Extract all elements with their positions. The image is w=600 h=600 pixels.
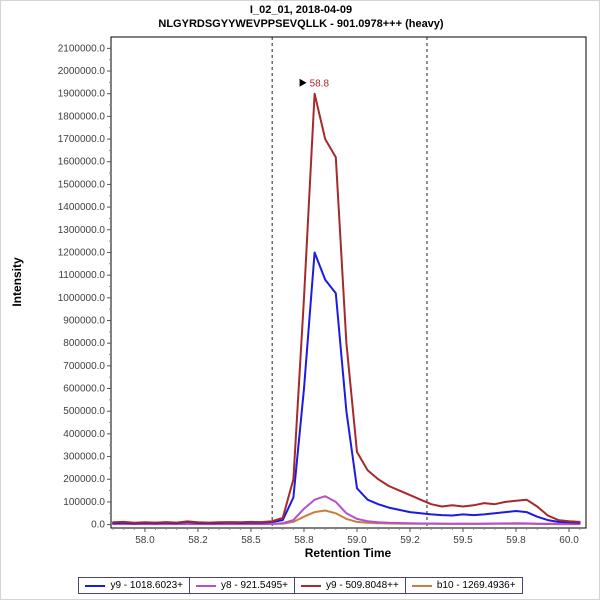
y-tick-label: 1500000.0 [58, 179, 106, 190]
x-tick-label: 60.0 [559, 535, 579, 546]
legend-item-3: b10 - 1269.4936+ [404, 577, 523, 594]
y-tick-label: 1100000.0 [58, 270, 105, 281]
x-tick-label: 58.2 [188, 535, 208, 546]
y-tick-label: 1700000.0 [58, 134, 106, 145]
y-tick-label: 1600000.0 [58, 157, 106, 168]
legend-swatch-icon [301, 584, 322, 587]
y-tick-label: 900000.0 [63, 315, 105, 326]
legend: y9 - 1018.6023+ y8 - 921.5495+ y9 - 509.80… [1, 577, 599, 594]
y-tick-label: 1200000.0 [58, 247, 106, 258]
title-block: I_02_01, 2018-04-09 NLGYRDSGYYWEVPPSEVQL… [1, 3, 599, 31]
x-tick-label: 59.2 [400, 535, 420, 546]
x-tick-label: 58.0 [135, 535, 155, 546]
y-tick-label: 500000.0 [63, 406, 105, 417]
legend-item-2: y9 - 509.8048++ [294, 577, 406, 594]
x-tick-label: 59.8 [506, 535, 526, 546]
x-tick-label: 59.0 [347, 535, 367, 546]
legend-label: y8 - 921.5495+ [221, 580, 289, 591]
plot-border [110, 36, 587, 529]
y-tick-label: 600000.0 [63, 384, 105, 395]
y-tick-label: 1900000.0 [58, 89, 106, 100]
chromatogram-trace-0[interactable] [112, 251, 581, 525]
y-tick-label: 0.0 [91, 520, 105, 531]
y-tick-label: 1300000.0 [58, 225, 106, 236]
chromatogram-trace-1[interactable] [112, 495, 581, 525]
legend-label: y9 - 1018.6023+ [110, 580, 184, 591]
legend-swatch-icon [196, 584, 217, 587]
y-tick-label: 100000.0 [63, 497, 105, 508]
legend-swatch-icon [411, 584, 432, 587]
y-tick-label: 700000.0 [63, 361, 105, 372]
y-tick-label: 1000000.0 [58, 293, 106, 304]
legend-label: y9 - 509.8048++ [326, 580, 399, 591]
y-tick-label: 300000.0 [63, 452, 105, 463]
legend-label: b10 - 1269.4936+ [436, 580, 516, 591]
y-tick-label: 2000000.0 [58, 66, 106, 77]
legend-item-0: y9 - 1018.6023+ [78, 577, 191, 594]
y-tick-label: 200000.0 [63, 474, 105, 485]
x-tick-label: 59.5 [453, 535, 473, 546]
chromatogram-trace-2[interactable] [112, 92, 581, 524]
x-tick-label: 58.8 [294, 535, 314, 546]
legend-item-1: y8 - 921.5495+ [189, 577, 296, 594]
y-tick-label: 1400000.0 [58, 202, 106, 213]
legend-swatch-icon [85, 584, 106, 587]
replicate-title: I_02_01, 2018-04-09 [249, 4, 353, 16]
x-axis-label: Retention Time [304, 546, 392, 560]
y-tick-label: 400000.0 [63, 429, 105, 440]
y-tick-label: 2100000.0 [58, 43, 106, 54]
x-tick-label: 58.5 [241, 535, 261, 546]
y-tick-label: 1800000.0 [58, 111, 106, 122]
peptide-precursor-title: NLGYRDSGYYWEVPPSEVQLLK - 901.0978+++ (he… [158, 18, 444, 30]
peak-pointer-icon [299, 78, 307, 87]
y-tick-label: 800000.0 [63, 338, 105, 349]
peak-rt-label: 58.8 [310, 79, 330, 90]
